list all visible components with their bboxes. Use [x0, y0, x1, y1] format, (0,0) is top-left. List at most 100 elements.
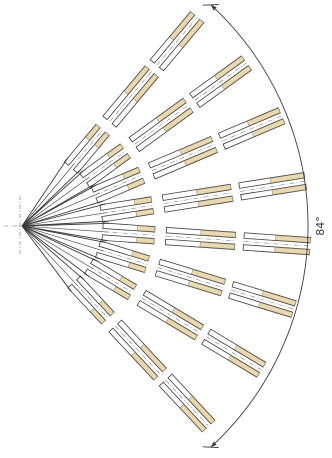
fan-arm [21, 172, 308, 227]
converging-line [21, 225, 90, 277]
strip-fill [113, 153, 131, 168]
arm-centerline [102, 231, 155, 236]
strip-fill [131, 352, 158, 381]
converging-line [21, 225, 99, 263]
converging-line [21, 203, 106, 227]
strip-fill [85, 124, 101, 141]
converging-line [21, 225, 109, 233]
strip-fill [271, 184, 307, 195]
arm-centerline [115, 325, 161, 375]
arm-centerline [94, 175, 142, 196]
converging-line [21, 225, 94, 270]
strip-fill [214, 55, 245, 80]
converging-line [21, 225, 107, 244]
converging-line [21, 222, 109, 227]
converging-line [21, 157, 69, 227]
strip-fill [275, 235, 311, 243]
fan-arm [21, 225, 267, 378]
strip-fill [127, 262, 147, 273]
strip-fill [126, 178, 145, 190]
strip-fill [113, 286, 131, 300]
fan-arms [21, 11, 311, 433]
strip-fill [251, 118, 286, 138]
converging-line [21, 225, 72, 293]
arm-centerline [84, 150, 126, 181]
strip-fill [169, 11, 195, 41]
arm-centerline [101, 205, 153, 214]
arm-centerline [240, 180, 306, 192]
dimension-tick-top [202, 4, 219, 6]
converging-line [21, 184, 97, 227]
arm-centerline [88, 266, 133, 293]
arm-centerline [74, 281, 109, 319]
strip-fill [98, 300, 115, 316]
strip-fill [171, 307, 204, 330]
strip-fill [137, 225, 156, 232]
arm-centerline [243, 241, 310, 247]
arm-centerline [156, 17, 198, 66]
converging-line [21, 163, 75, 227]
strip-fill [274, 247, 310, 255]
converging-line [21, 168, 82, 227]
angle-dimension: 84° [202, 4, 327, 448]
arm-centerline [97, 249, 148, 265]
strip-fill [179, 404, 207, 433]
strip-fill [188, 396, 215, 424]
arm-centerline [109, 71, 152, 122]
strip-fill [133, 196, 153, 205]
converging-line [21, 169, 85, 227]
strip-fill [106, 143, 124, 159]
strip-fill [191, 269, 226, 285]
strip-fill [135, 208, 154, 217]
strip-fill [261, 290, 297, 306]
arm-centerline [134, 105, 189, 145]
strip-fill [200, 229, 236, 238]
converging-line [21, 212, 108, 227]
strip-fill [197, 196, 234, 207]
strip-fill [162, 107, 194, 132]
arm-centerline [194, 62, 247, 101]
strip-fill [179, 136, 213, 155]
arm-centerline [206, 336, 262, 370]
strip-fill [136, 237, 155, 244]
fan-arm [21, 225, 297, 318]
fan-arm [21, 107, 286, 227]
angle-label: 84° [314, 216, 327, 236]
converging-line [21, 200, 104, 227]
converging-line [21, 225, 79, 287]
strip-fill [234, 345, 266, 368]
strip-fill [133, 73, 159, 103]
strip-fill [123, 65, 150, 95]
strip-fill [139, 344, 167, 372]
strip-fill [199, 241, 236, 250]
strip-fill [196, 184, 232, 195]
strip-fill [227, 355, 260, 378]
dimension-tick-bottom [202, 446, 219, 448]
strip-fill [155, 98, 187, 123]
arrowhead-top [210, 4, 217, 11]
strip-fill [269, 172, 306, 184]
converging-line [21, 225, 102, 260]
arm-centerline [221, 115, 282, 142]
strip-fill [183, 147, 218, 166]
arrowhead-bottom [210, 441, 217, 448]
dimension-arc [210, 4, 309, 448]
strip-fill [178, 19, 204, 48]
strip-fill [246, 107, 281, 127]
converging-line [21, 176, 90, 227]
arm-centerline [163, 192, 232, 204]
converging-line [21, 192, 100, 227]
arm-centerline [151, 144, 215, 172]
converging-line [21, 225, 85, 281]
strip-fill [90, 308, 106, 325]
arm-centerline [141, 297, 200, 333]
arm-centerline [231, 289, 294, 310]
converging-line [21, 225, 104, 252]
strip-fill [94, 131, 110, 149]
strip-fill [258, 302, 293, 318]
strip-fill [119, 276, 137, 290]
strip-fill [165, 317, 198, 340]
strip-fill [131, 250, 150, 262]
arm-centerline [165, 235, 236, 242]
